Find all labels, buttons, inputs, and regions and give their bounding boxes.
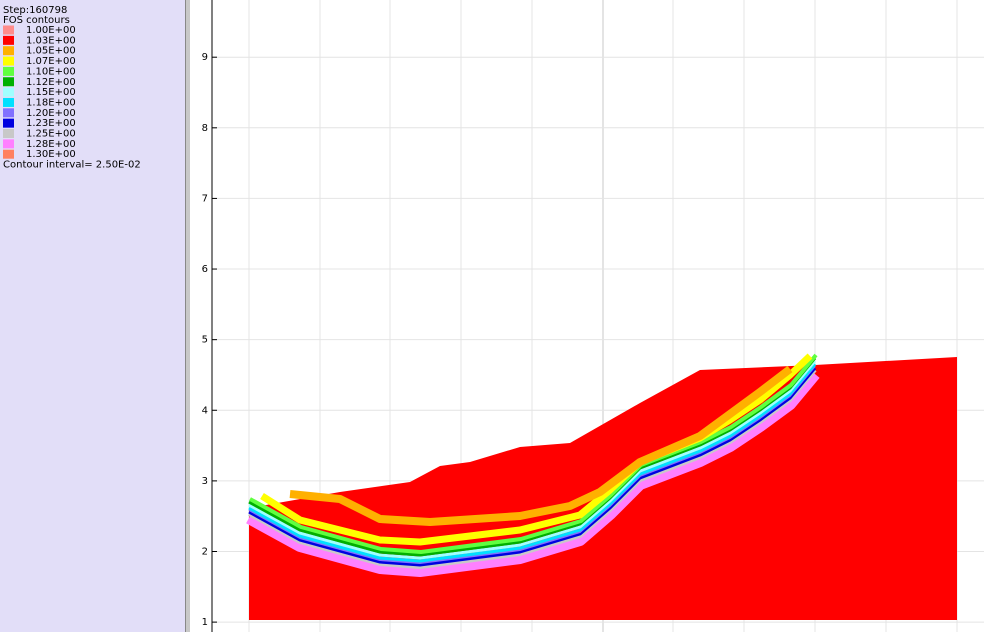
legend-label: 1.03E+00	[26, 35, 76, 46]
legend-label: 1.30E+00	[26, 149, 76, 160]
y-tick-label: 7	[202, 193, 208, 204]
legend-swatch	[3, 108, 14, 118]
legend-label: 1.25E+00	[26, 129, 76, 140]
legend-label: 1.07E+00	[26, 56, 76, 67]
legend-swatch	[3, 97, 14, 107]
legend-label: 1.10E+00	[26, 66, 76, 77]
y-tick-label: 2	[202, 546, 208, 557]
legend-label: 1.00E+00	[26, 25, 76, 36]
legend-swatch	[3, 149, 14, 159]
legend-swatch	[3, 35, 14, 45]
contour-interval: Contour interval= 2.50E-02	[3, 160, 141, 171]
legend-swatch	[3, 56, 14, 66]
legend-swatch	[3, 66, 14, 76]
legend-title: FOS contours	[3, 15, 70, 26]
y-tick-label: 5	[202, 335, 208, 346]
legend: Step:160798 FOS contours 1.00E+001.03E+0…	[3, 5, 141, 171]
y-tick-label: 6	[202, 264, 208, 275]
contour-bands	[246, 353, 820, 577]
legend-label: 1.18E+00	[26, 97, 76, 108]
legend-swatch	[3, 77, 14, 87]
legend-swatch	[3, 129, 14, 138]
y-tick-label: 1	[202, 617, 208, 628]
legend-swatch	[3, 139, 14, 149]
legend-label: 1.05E+00	[26, 46, 76, 57]
y-tick-label: 9	[202, 52, 208, 63]
step-label: Step:160798	[3, 5, 67, 16]
splitter[interactable]	[185, 0, 190, 632]
plot: 1 2 3 4 5 6 7 8 9	[202, 0, 984, 632]
legend-label: 1.20E+00	[26, 108, 76, 119]
legend-panel: Step:160798 FOS contours 1.00E+00 1.03E+0…	[0, 0, 185, 632]
legend-label: 1.15E+00	[26, 87, 76, 98]
legend-swatch	[3, 25, 14, 35]
y-tick-label: 8	[202, 123, 208, 134]
contour-plot	[246, 353, 957, 620]
y-tick-label: 4	[202, 405, 208, 416]
legend-label: 1.23E+00	[26, 118, 76, 129]
legend-label: 1.28E+00	[26, 139, 76, 150]
legend-swatch	[3, 46, 14, 56]
legend-label: 1.12E+00	[26, 77, 76, 88]
legend-swatch	[3, 87, 14, 97]
y-tick-label: 3	[202, 476, 208, 487]
legend-swatch	[3, 118, 14, 128]
